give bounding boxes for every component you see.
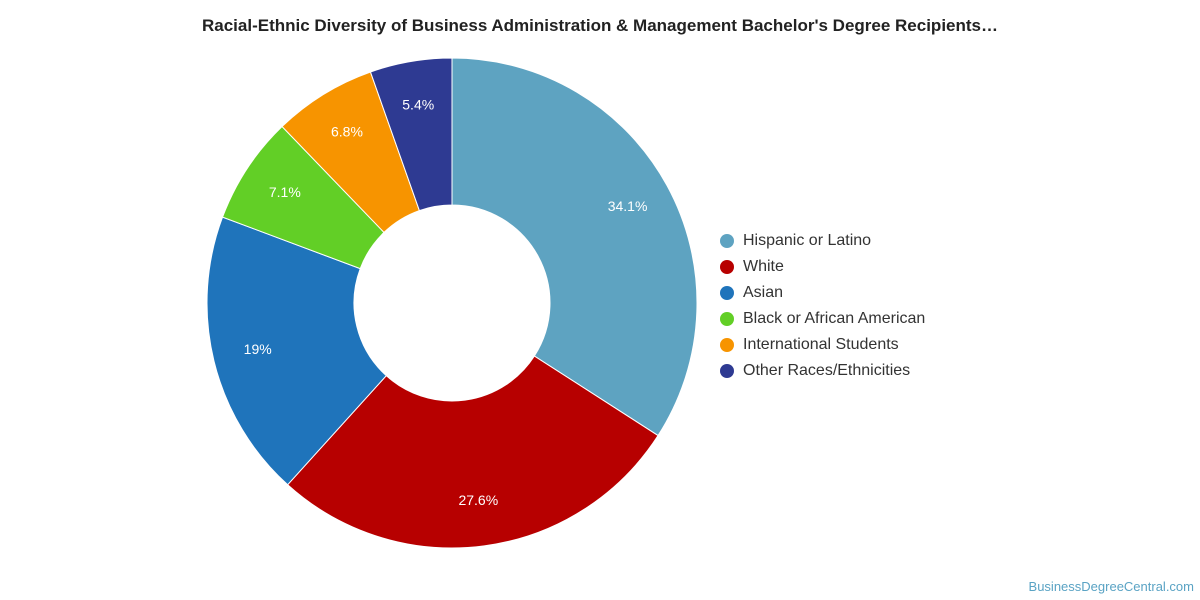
- chart-title: Racial-Ethnic Diversity of Business Admi…: [201, 16, 998, 35]
- legend-swatch: [720, 338, 734, 352]
- site-watermark[interactable]: BusinessDegreeCentral.com: [1028, 579, 1194, 594]
- legend: Hispanic or Latino White Asian Black or Afr…: [720, 228, 925, 384]
- legend-swatch: [720, 286, 734, 300]
- legend-swatch: [720, 260, 734, 274]
- legend-item[interactable]: Black or African American: [720, 306, 925, 332]
- legend-swatch: [720, 364, 734, 378]
- slice-other-races-ethnicities[interactable]: [369, 57, 453, 212]
- donut-slice-labels: 34.1% 27.6% 19% 7.1% 6.8% 5.4%: [244, 97, 648, 508]
- slice-label: 27.6%: [458, 492, 498, 508]
- slice-label: 19%: [244, 341, 272, 357]
- slice-hispanic-or-latino[interactable]: [451, 57, 698, 437]
- legend-swatch: [720, 312, 734, 326]
- legend-item[interactable]: International Students: [720, 332, 925, 358]
- legend-label: Hispanic or Latino: [743, 232, 872, 249]
- legend-label: White: [743, 258, 784, 275]
- slice-label: 6.8%: [331, 124, 363, 140]
- donut-slices: [206, 57, 698, 549]
- legend-label: Other Races/Ethnicities: [743, 362, 911, 379]
- legend-item[interactable]: White: [720, 254, 925, 280]
- legend-label: International Students: [743, 336, 899, 353]
- slice-asian[interactable]: [206, 216, 387, 486]
- legend-swatch: [720, 234, 734, 248]
- legend-label: Asian: [743, 284, 784, 301]
- slice-white[interactable]: [286, 355, 659, 549]
- slice-label: 34.1%: [608, 198, 648, 214]
- slice-label: 5.4%: [402, 97, 434, 113]
- legend-item[interactable]: Asian: [720, 280, 925, 306]
- legend-item[interactable]: Other Races/Ethnicities: [720, 358, 925, 384]
- legend-label: Black or African American: [743, 310, 926, 327]
- slice-label: 7.1%: [269, 184, 301, 200]
- legend-item[interactable]: Hispanic or Latino: [720, 228, 925, 254]
